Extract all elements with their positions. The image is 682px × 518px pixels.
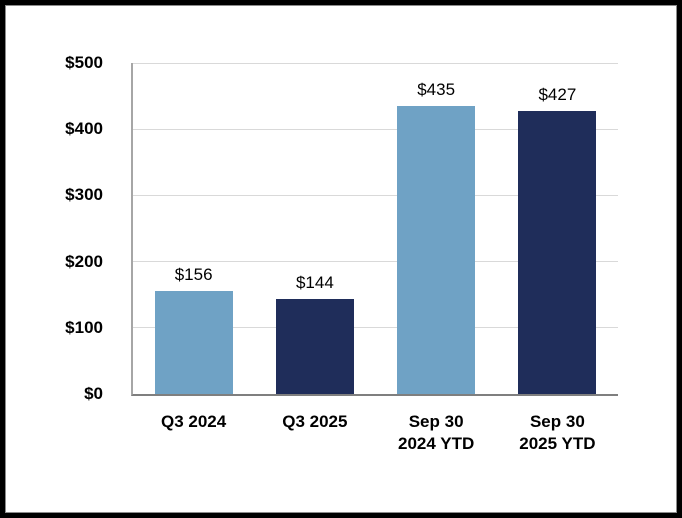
y-axis-labels: $0 $100 $200 $300 $400 $500	[25, 53, 103, 403]
bar	[154, 290, 233, 394]
y-tick-label: $0	[84, 384, 103, 403]
bar-value-label: $156	[174, 264, 213, 284]
bar-value-label: $144	[295, 272, 334, 292]
gridline	[133, 63, 618, 64]
x-tick-label: Sep 30 2024 YTD	[398, 412, 475, 453]
bar	[518, 111, 597, 394]
x-tick-label: Q3 2024	[161, 412, 227, 431]
y-tick-label: $300	[65, 185, 103, 205]
y-tick-label: $200	[65, 251, 103, 271]
y-tick-label: $100	[65, 317, 103, 337]
bar-value-label: $427	[538, 85, 577, 105]
plot-area: $156 $144 $435 $427	[131, 63, 618, 396]
x-tick-label: Sep 30 2025 YTD	[519, 412, 596, 453]
x-axis-labels: Q3 2024 Q3 2025 Sep 30 2024 YTD Sep 30 2025…	[133, 411, 618, 471]
x-tick-label: Q3 2025	[282, 412, 348, 431]
bar	[275, 298, 354, 394]
gridline	[133, 261, 618, 263]
bar	[397, 106, 476, 394]
bar-value-label: $435	[417, 80, 456, 100]
gridline	[133, 327, 618, 329]
y-tick-label: $500	[65, 53, 103, 72]
gridline	[133, 194, 618, 196]
gridline	[133, 128, 618, 130]
y-tick-label: $400	[65, 119, 103, 139]
